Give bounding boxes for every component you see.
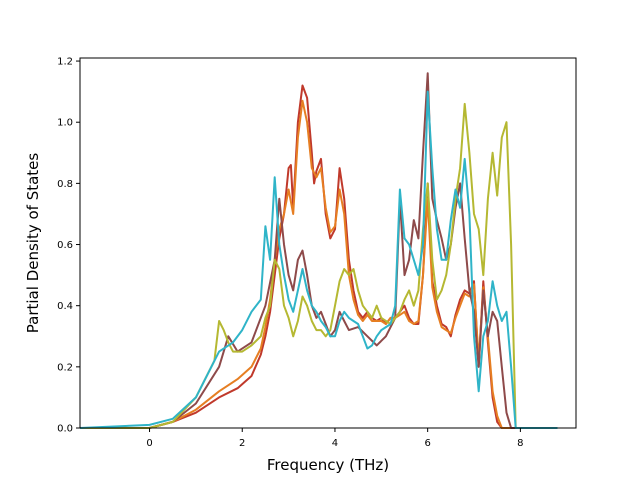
series-line-5 [79, 90, 558, 429]
series-line-4 [80, 102, 558, 429]
y-tick-label: 0.0 [57, 424, 73, 435]
y-tick-label: 0.2 [57, 362, 73, 373]
y-tick-label: 0.6 [57, 240, 73, 251]
x-axis-label: Frequency (THz) [267, 456, 389, 474]
series-line-3 [80, 72, 558, 429]
y-tick-label: 1.0 [57, 118, 73, 129]
y-axis-ticks: 0.0 0.2 0.4 0.6 0.8 1.0 1.2 [57, 57, 80, 435]
y-tick-label: 0.8 [57, 179, 73, 190]
y-tick-label: 0.4 [57, 301, 73, 312]
x-tick-label: 4 [332, 438, 338, 449]
x-axis-ticks: 0 2 4 6 8 [146, 428, 524, 449]
y-tick-label: 1.2 [57, 57, 73, 68]
x-tick-label: 2 [239, 438, 245, 449]
plot-frame [79, 57, 577, 429]
x-tick-label: 8 [517, 438, 523, 449]
series-layer [79, 72, 558, 429]
x-tick-label: 0 [146, 438, 152, 449]
y-axis-label: Partial Density of States [24, 153, 42, 334]
x-tick-label: 6 [424, 438, 430, 449]
